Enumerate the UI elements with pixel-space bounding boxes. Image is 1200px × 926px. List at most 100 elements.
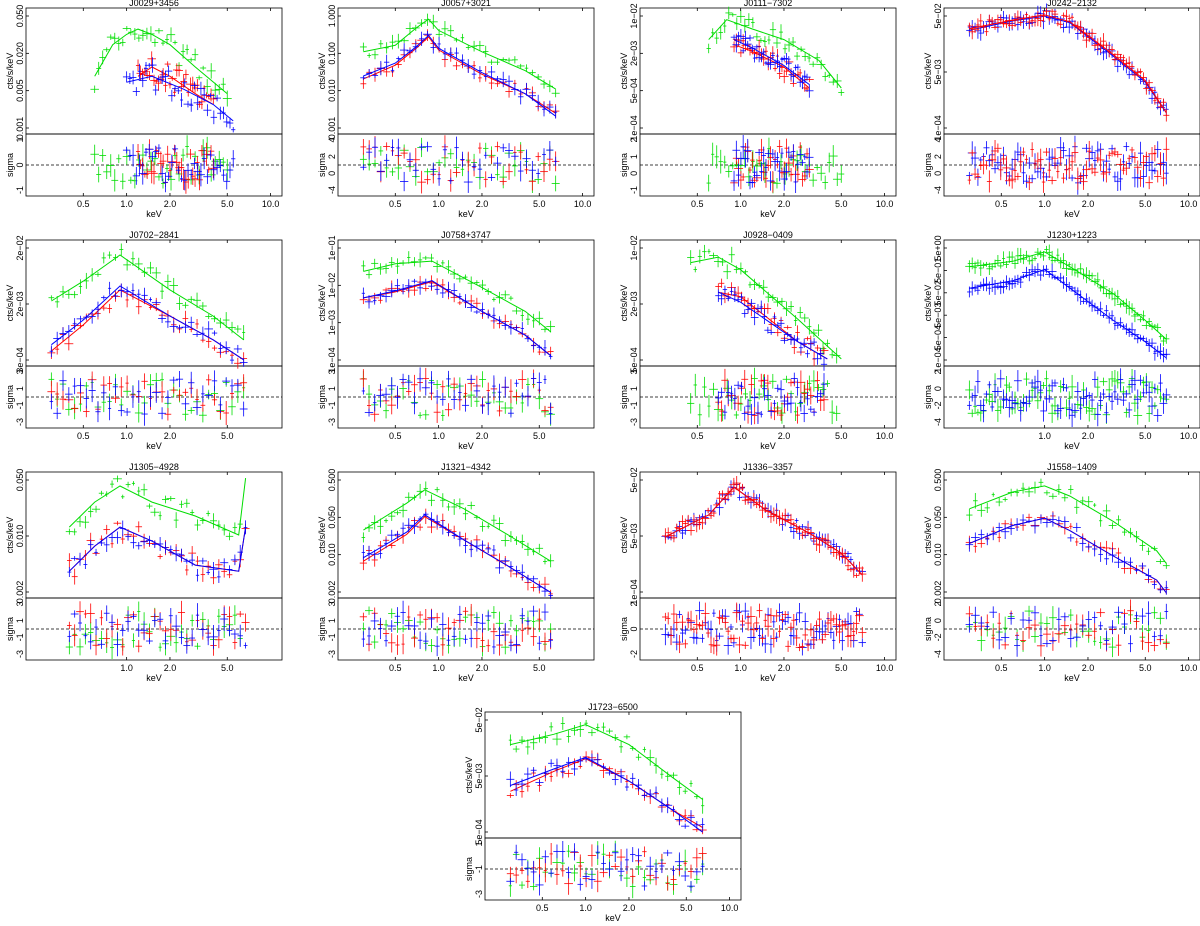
y-tick-label: 1e−02 xyxy=(629,3,639,28)
residual-tick-label: -1 xyxy=(629,186,639,194)
x-tick-label: 10.0 xyxy=(876,199,894,209)
residual-axis-label: sigma xyxy=(5,153,15,177)
residual-tick-label: -4 xyxy=(933,418,943,426)
y-tick-label: 1e−02 xyxy=(629,235,639,260)
y-tick-label: 0.010 xyxy=(15,525,25,548)
y-tick-label: 5e−01 xyxy=(933,258,943,283)
y-tick-label: 0.002 xyxy=(327,581,337,604)
x-tick-label: 10.0 xyxy=(262,199,280,209)
residual-tick-label: 2 xyxy=(629,137,639,142)
residual-tick-label: 1 xyxy=(15,386,25,391)
y-tick-label: 1e−04 xyxy=(629,115,639,140)
x-tick-label: 5.0 xyxy=(533,663,546,673)
spectrum-frame xyxy=(943,239,1200,367)
x-tick-label: 1.0 xyxy=(1038,431,1051,441)
x-tick-label: 5.0 xyxy=(221,663,234,673)
x-tick-label: 2.0 xyxy=(778,431,791,441)
panel-title: J1230+1223 xyxy=(1047,230,1097,240)
y-axis-label: cts/s/keV xyxy=(619,285,629,322)
y-tick-label: 0.005 xyxy=(15,79,25,102)
spectrum-frame xyxy=(639,7,897,135)
x-tick-label: 5.0 xyxy=(533,431,546,441)
residual-tick-label: 3 xyxy=(15,601,25,606)
panel-1: J0057+3021 0.001 0.010 0.100 1.000 4 2 0 -4 0.5 1.… xyxy=(317,0,595,219)
residual-axis-label: sigma xyxy=(317,385,327,409)
panel-title: J0928−0409 xyxy=(743,230,793,240)
y-tick-label: 2e−03 xyxy=(629,41,639,66)
panel-5: J0758+3747 1e−04 1e−03 1e−02 1e−01 3 1 -1 -3 0.5 1… xyxy=(317,230,595,451)
residual-axis-label: sigma xyxy=(5,385,15,409)
y-tick-label: 1e−04 xyxy=(327,347,337,372)
model-line-1 xyxy=(363,515,551,593)
residual-tick-label: 2 xyxy=(933,369,943,374)
residual-tick-label: 4 xyxy=(933,137,943,142)
spectrum-frame xyxy=(639,471,897,599)
residual-tick-label: -2 xyxy=(933,401,943,409)
residual-tick-label: -1 xyxy=(15,633,25,641)
spectrum-frame xyxy=(639,239,897,367)
residual-tick-label: 1 xyxy=(15,618,25,623)
y-tick-label: 0.050 xyxy=(15,469,25,492)
y-tick-label: 2e−03 xyxy=(629,291,639,316)
residual-tick-label: 2 xyxy=(327,154,337,159)
residual-tick-label: 1 xyxy=(327,618,337,623)
y-tick-label: 5e−03 xyxy=(933,59,943,84)
x-tick-label: 1.0 xyxy=(734,199,747,209)
x-tick-label: 10.0 xyxy=(876,431,894,441)
x-tick-label: 0.5 xyxy=(77,431,90,441)
panel-3: J0242−2132 1e−04 5e−03 5e−02 4 2 0 -4 0.5 1.0 2.0 5… xyxy=(923,0,1200,219)
model-line-0 xyxy=(969,15,1167,113)
y-tick-label: 5e+00 xyxy=(933,235,943,260)
residual-tick-label: 3 xyxy=(15,369,25,374)
x-tick-label: 1.0 xyxy=(432,663,445,673)
spectrum-frame xyxy=(337,471,595,599)
model-line-1 xyxy=(137,66,214,105)
residual-tick-label: 2 xyxy=(933,154,943,159)
model-line-0 xyxy=(363,18,556,90)
y-axis-label: cts/s/keV xyxy=(5,53,15,90)
x-axis-label: keV xyxy=(146,673,162,683)
x-axis-label: keV xyxy=(458,209,474,219)
x-tick-label: 0.5 xyxy=(389,431,402,441)
x-tick-label: 0.5 xyxy=(691,431,704,441)
spectrum-frame xyxy=(25,7,283,135)
x-tick-label: 1.0 xyxy=(120,199,133,209)
x-tick-label: 2.0 xyxy=(476,431,489,441)
y-tick-label: 0.010 xyxy=(327,543,337,566)
y-axis-label: cts/s/keV xyxy=(923,285,933,322)
residual-tick-label: 3 xyxy=(327,369,337,374)
x-axis-label: keV xyxy=(458,673,474,683)
y-tick-label: 1e−04 xyxy=(933,115,943,140)
y-axis-label: cts/s/keV xyxy=(619,53,629,90)
model-line-0 xyxy=(969,251,1167,340)
model-line-2 xyxy=(68,526,247,572)
y-tick-label: 0.050 xyxy=(15,5,25,28)
x-tick-label: 2.0 xyxy=(476,663,489,673)
y-tick-label: 0.002 xyxy=(15,581,25,604)
x-tick-label: 2.0 xyxy=(1082,431,1095,441)
residual-axis-label: sigma xyxy=(923,153,933,177)
y-tick-label: 1e−02 xyxy=(327,273,337,298)
panel-title: J0758+3747 xyxy=(441,230,491,240)
y-axis-label: cts/s/keV xyxy=(5,285,15,322)
x-tick-label: 0.5 xyxy=(995,199,1008,209)
panel-title: J0242−2132 xyxy=(1047,0,1097,8)
residual-axis-label: sigma xyxy=(619,153,629,177)
panel-title: J0029+3456 xyxy=(129,0,179,8)
residual-tick-label: 0 xyxy=(933,171,943,176)
panel-title: J0111−7302 xyxy=(744,0,792,8)
panel-9: J1321−4342 0.002 0.010 0.050 0.500 3 1 -1 -3 0.5 1… xyxy=(317,462,595,683)
x-tick-label: 2.0 xyxy=(1082,199,1095,209)
panel-title: J1305−4928 xyxy=(129,462,179,472)
y-tick-label: 0.020 xyxy=(15,42,25,65)
residual-tick-label: 4 xyxy=(327,137,337,142)
model-line-0 xyxy=(665,486,863,576)
residual-axis-label: sigma xyxy=(317,153,327,177)
residual-axis-label: sigma xyxy=(5,617,15,641)
residual-tick-label: 3 xyxy=(629,369,639,374)
x-tick-label: 5.0 xyxy=(221,199,234,209)
x-tick-label: 1.0 xyxy=(432,199,445,209)
residual-tick-label: -3 xyxy=(15,418,25,426)
y-tick-label: 0.100 xyxy=(327,42,337,65)
